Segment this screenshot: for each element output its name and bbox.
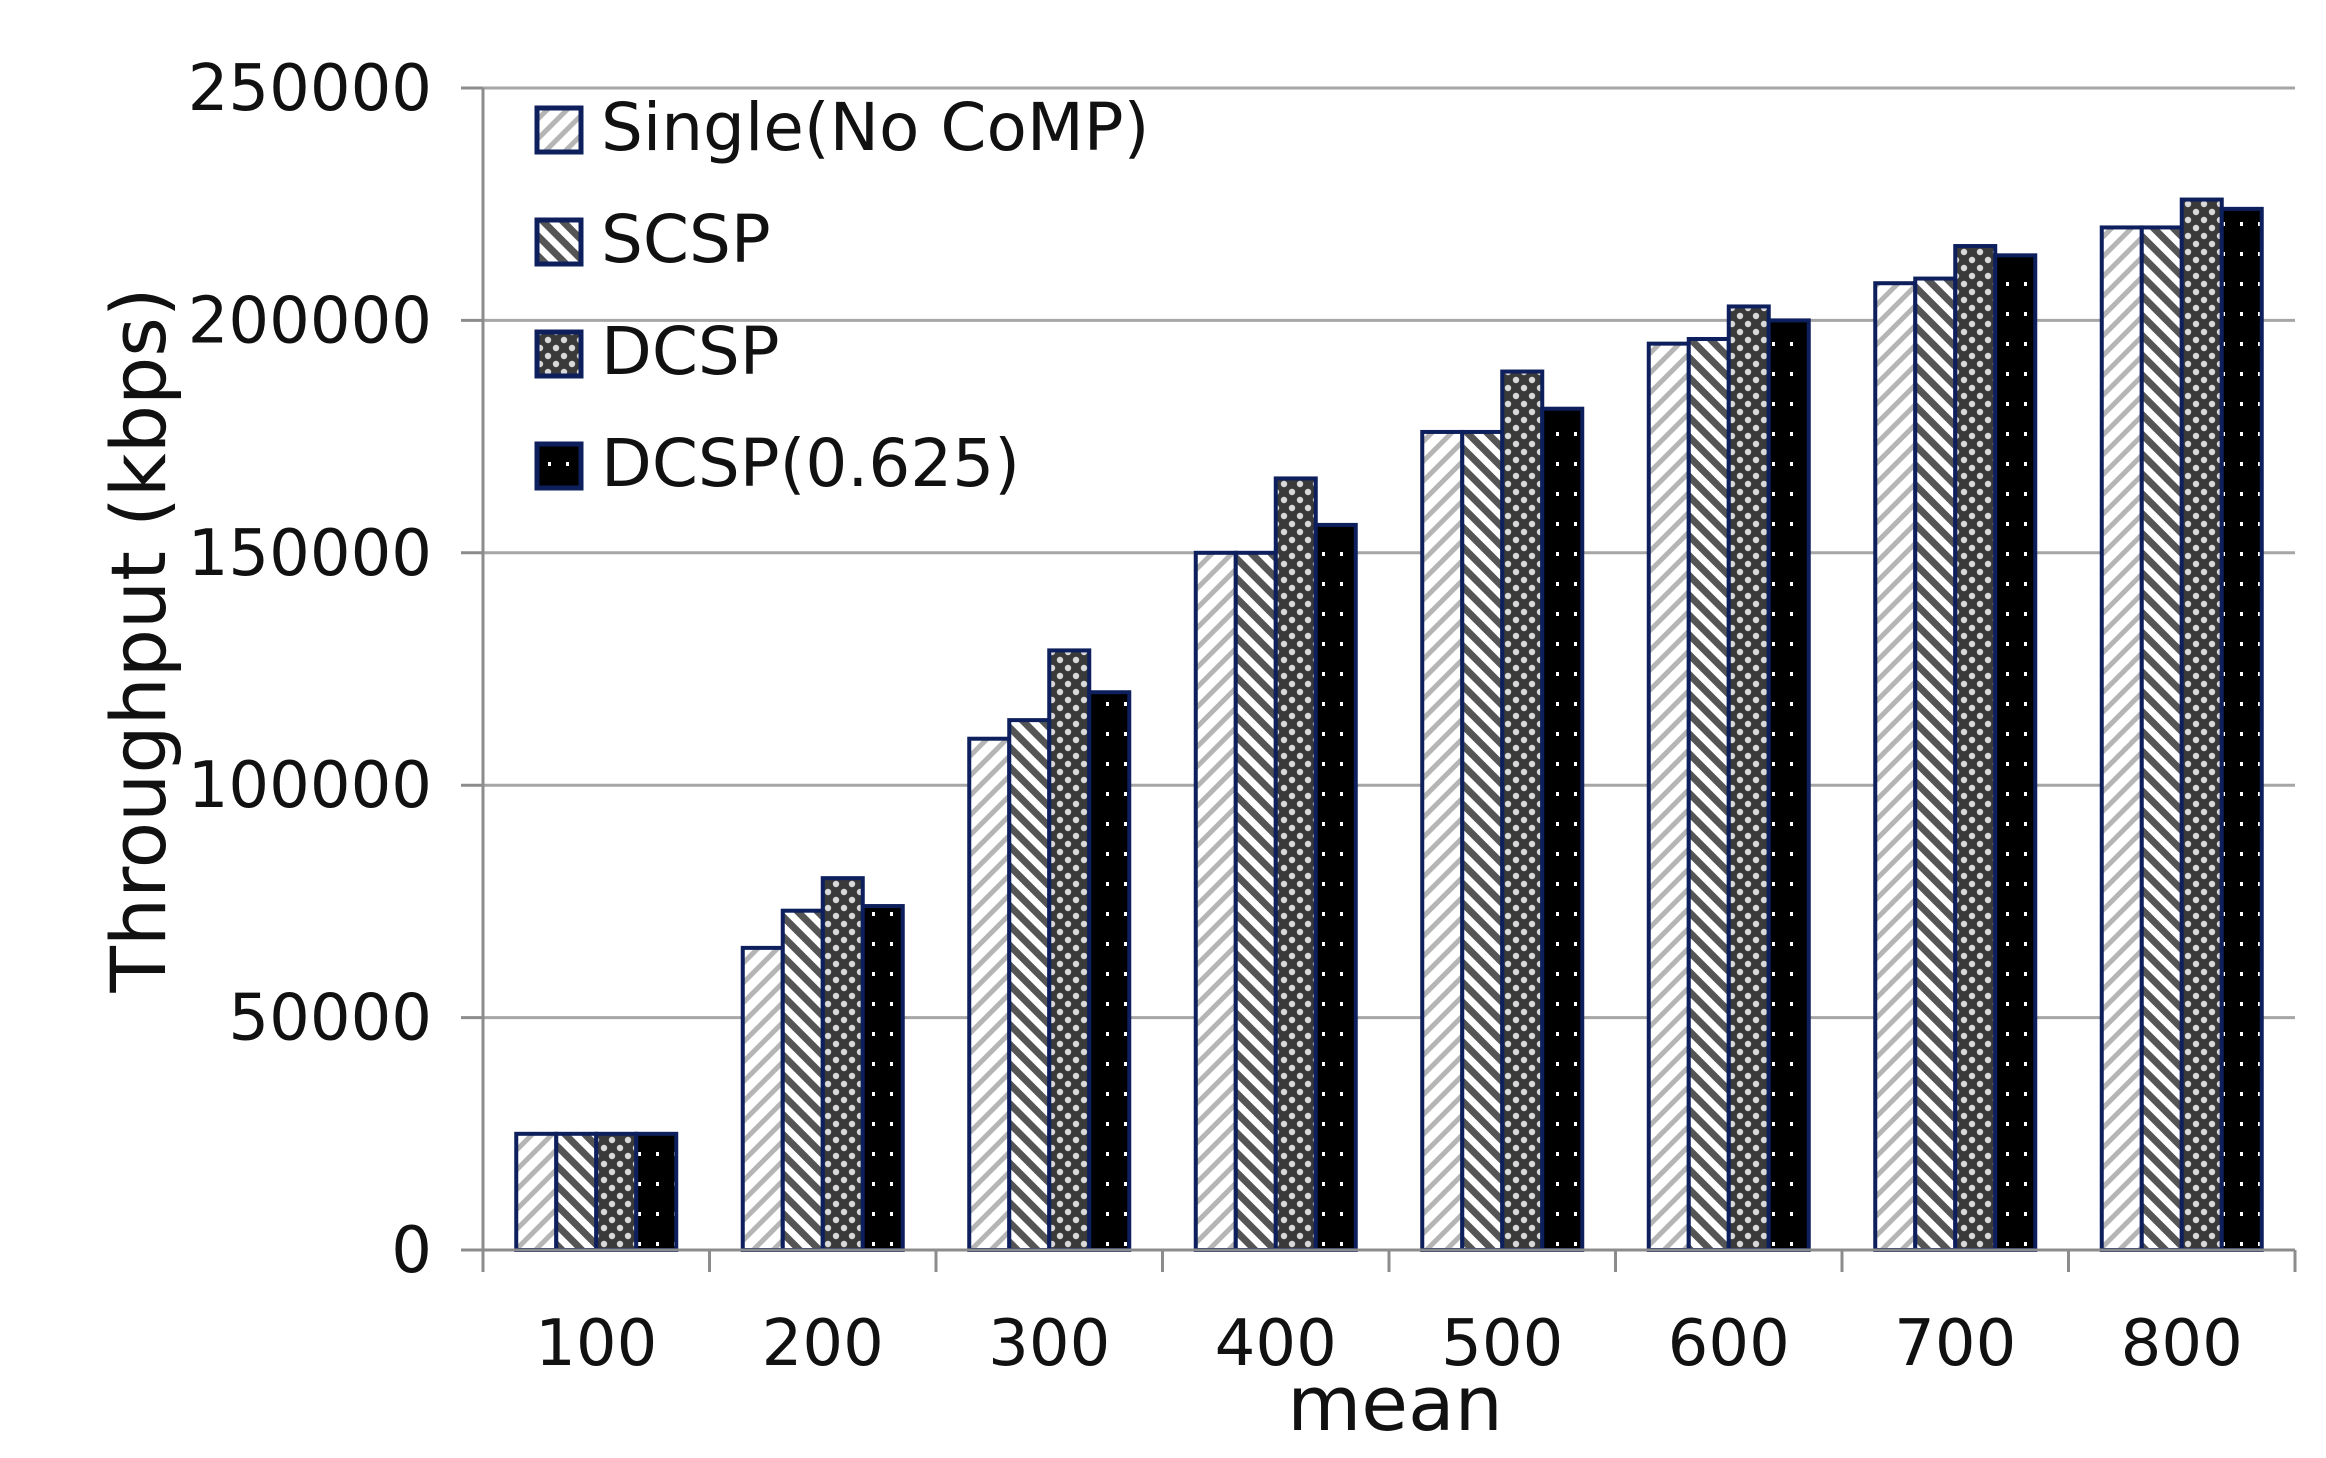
- bar-dcsp-0-625--700: [1993, 253, 2038, 1252]
- bar-dcsp-0-625--500: [1540, 406, 1585, 1253]
- bar-dcsp-700: [1953, 244, 1998, 1253]
- bar-single-no-comp--400: [1193, 550, 1238, 1252]
- bar-single-no-comp--700: [1873, 281, 1918, 1252]
- bar-scsp-200: [780, 908, 825, 1252]
- y-axis-ticks: 0 50000 100000 150000 200000 250000: [188, 52, 483, 1288]
- legend-swatch: [534, 105, 584, 155]
- legend-swatch: [534, 217, 584, 267]
- bar-scsp-400: [1233, 550, 1278, 1252]
- bar-dcsp-0-625--100: [634, 1131, 679, 1253]
- legend-label: SCSP: [601, 201, 771, 278]
- x-tick-label: 200: [762, 1307, 884, 1381]
- bar-scsp-500: [1460, 429, 1505, 1252]
- x-axis-ticks: 100 200 300 400 500 600 700 800: [481, 1250, 2297, 1381]
- bar-dcsp-0-625--400: [1313, 522, 1358, 1252]
- bar-dcsp-300: [1047, 648, 1092, 1252]
- bar-scsp-600: [1686, 336, 1731, 1252]
- y-tick-label: 100000: [188, 749, 432, 823]
- bar-dcsp-100: [594, 1131, 639, 1253]
- x-axis-title: mean: [1287, 1359, 1503, 1448]
- legend-label: Single(No CoMP): [601, 89, 1149, 166]
- x-tick-label: 100: [535, 1307, 657, 1381]
- y-tick-label: 200000: [188, 284, 432, 358]
- bar-scsp-300: [1007, 718, 1052, 1252]
- bar-single-no-comp--600: [1646, 341, 1691, 1252]
- x-tick-label: 300: [988, 1307, 1110, 1381]
- bar-scsp-800: [2139, 225, 2184, 1252]
- bar-scsp-100: [554, 1131, 599, 1253]
- bar-dcsp-0-625--800: [2219, 206, 2264, 1252]
- legend-swatch: [534, 329, 584, 379]
- legend-label: DCSP(0.625): [601, 425, 1020, 502]
- bar-dcsp-500: [1500, 369, 1545, 1252]
- bar-scsp-700: [1913, 276, 1958, 1252]
- bar-single-no-comp--200: [740, 945, 785, 1252]
- bar-dcsp-0-625--600: [1766, 318, 1811, 1252]
- bar-single-no-comp--500: [1420, 429, 1465, 1252]
- y-tick-label: 150000: [188, 517, 432, 591]
- legend-swatch: [534, 441, 584, 491]
- x-tick-label: 400: [1215, 1307, 1337, 1381]
- bar-dcsp-800: [2179, 197, 2224, 1252]
- bar-single-no-comp--300: [967, 736, 1012, 1252]
- x-tick-label: 600: [1668, 1307, 1790, 1381]
- bar-single-no-comp--100: [514, 1131, 559, 1253]
- bar-dcsp-200: [820, 876, 865, 1252]
- x-tick-label: 500: [1441, 1307, 1563, 1381]
- bar-dcsp-600: [1726, 304, 1771, 1252]
- y-tick-label: 250000: [188, 52, 432, 126]
- bar-single-no-comp--800: [2099, 225, 2144, 1252]
- legend: Single(No CoMP) SCSP DCSP DCSP(0.625): [534, 89, 1149, 502]
- x-tick-label: 800: [2121, 1307, 2243, 1381]
- bar-dcsp-0-625--200: [860, 904, 905, 1252]
- y-axis-title: Throughput (kbps): [94, 287, 183, 993]
- y-tick-label: 0: [391, 1214, 432, 1288]
- bar-dcsp-400: [1273, 476, 1318, 1252]
- bar-dcsp-0-625--300: [1087, 690, 1132, 1252]
- x-tick-label: 700: [1894, 1307, 2016, 1381]
- legend-label: DCSP: [601, 313, 780, 390]
- y-tick-label: 50000: [228, 982, 432, 1056]
